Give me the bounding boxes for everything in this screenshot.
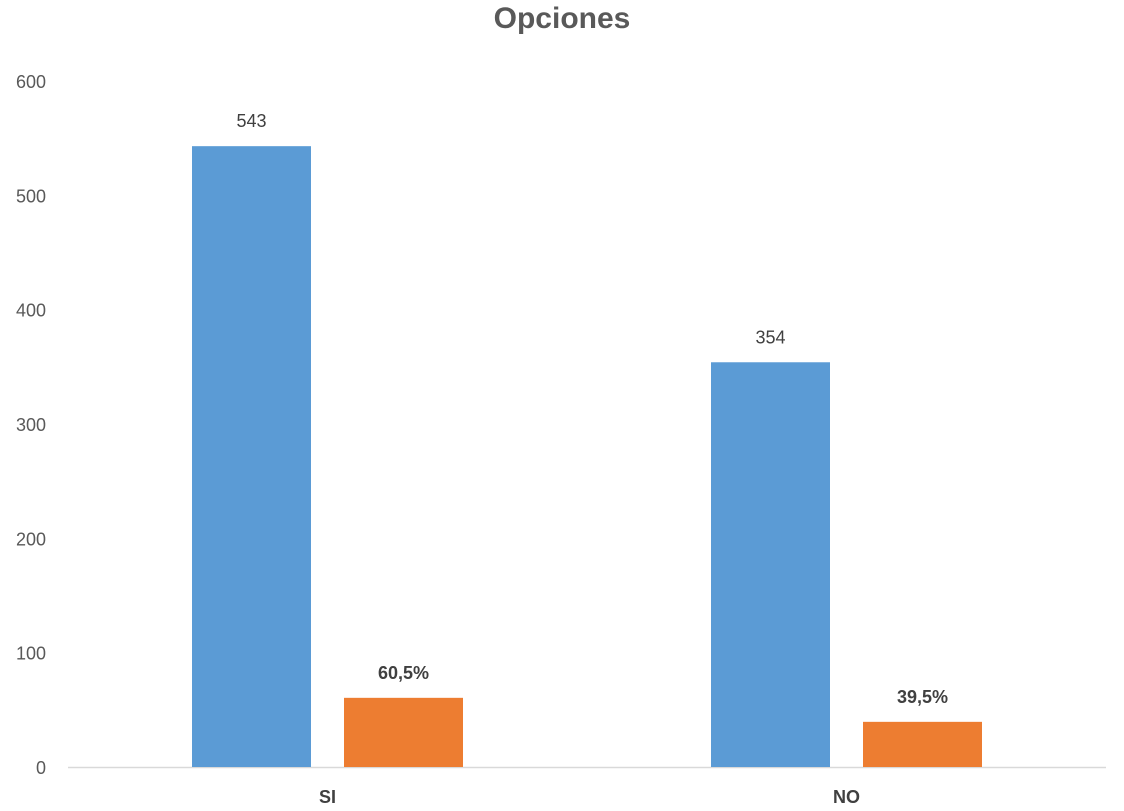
bars — [192, 146, 982, 768]
chart-title: Opciones — [493, 2, 631, 35]
y-tick-label: 400 — [16, 301, 46, 321]
x-category-label: SI — [319, 787, 336, 807]
bar-labels: 543 60,5% 354 39,5% — [236, 111, 948, 707]
bar — [344, 697, 463, 767]
y-tick-label: 0 — [36, 758, 46, 778]
bar — [192, 146, 311, 768]
category-labels: SI NO — [319, 787, 860, 807]
y-tick-label: 100 — [16, 644, 46, 664]
y-axis-labels: 0 100 200 300 400 500 600 — [16, 72, 46, 778]
bar-data-label: 543 — [236, 111, 266, 131]
bar-data-label: 60,5% — [378, 663, 429, 683]
bar — [711, 362, 830, 767]
x-category-label: NO — [833, 787, 860, 807]
y-tick-label: 600 — [16, 72, 46, 92]
bar — [863, 721, 982, 767]
y-tick-label: 300 — [16, 415, 46, 435]
bar-data-label: 39,5% — [897, 687, 948, 707]
y-tick-label: 500 — [16, 186, 46, 206]
bar-data-label: 354 — [755, 327, 785, 347]
y-tick-label: 200 — [16, 529, 46, 549]
